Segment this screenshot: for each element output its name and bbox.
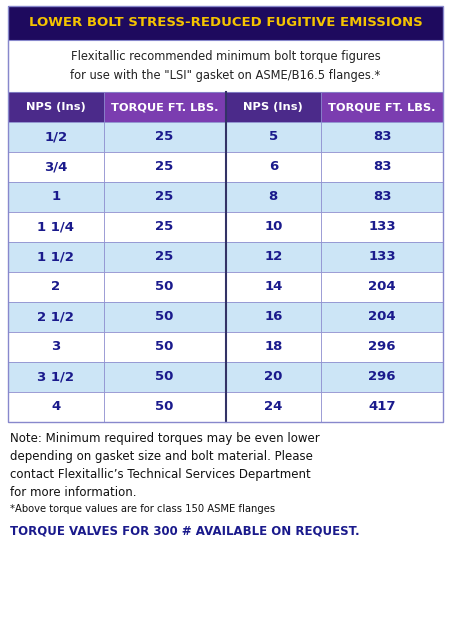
Text: TORQUE FT. LBS.: TORQUE FT. LBS. <box>111 102 218 112</box>
Bar <box>8 6 443 40</box>
Text: 4: 4 <box>51 401 60 413</box>
Text: 296: 296 <box>368 371 396 384</box>
Text: 50: 50 <box>156 310 174 323</box>
Text: 83: 83 <box>373 161 391 173</box>
Text: 50: 50 <box>156 371 174 384</box>
Bar <box>104 242 226 272</box>
Bar <box>104 92 226 122</box>
Bar <box>8 152 104 182</box>
Bar <box>321 182 443 212</box>
Bar <box>104 182 226 212</box>
Text: 133: 133 <box>368 251 396 264</box>
Text: 18: 18 <box>264 340 282 354</box>
Bar <box>226 212 321 242</box>
Text: 24: 24 <box>264 401 282 413</box>
Text: 83: 83 <box>373 131 391 144</box>
Text: 3 1/2: 3 1/2 <box>37 371 74 384</box>
Bar <box>226 362 321 392</box>
Text: 8: 8 <box>269 190 278 203</box>
Text: 3: 3 <box>51 340 60 354</box>
Text: NPS (Ins): NPS (Ins) <box>244 102 303 112</box>
Bar <box>321 362 443 392</box>
Text: *Above torque values are for class 150 ASME flanges: *Above torque values are for class 150 A… <box>10 504 275 514</box>
Text: 1/2: 1/2 <box>44 131 67 144</box>
Text: 133: 133 <box>368 220 396 234</box>
Bar <box>321 332 443 362</box>
Bar <box>321 392 443 422</box>
Text: 204: 204 <box>368 281 396 293</box>
Text: 14: 14 <box>264 281 282 293</box>
Bar <box>104 152 226 182</box>
Bar <box>226 302 321 332</box>
Text: 3/4: 3/4 <box>44 161 68 173</box>
Text: 417: 417 <box>368 401 396 413</box>
Text: 5: 5 <box>269 131 278 144</box>
Text: 1 1/2: 1 1/2 <box>37 251 74 264</box>
Text: 6: 6 <box>269 161 278 173</box>
Bar <box>226 272 321 302</box>
Text: 25: 25 <box>156 251 174 264</box>
Bar <box>8 182 104 212</box>
Text: 20: 20 <box>264 371 282 384</box>
Bar <box>8 92 104 122</box>
Text: 296: 296 <box>368 340 396 354</box>
Text: 204: 204 <box>368 310 396 323</box>
Bar <box>8 212 104 242</box>
Bar <box>8 122 104 152</box>
Text: 50: 50 <box>156 281 174 293</box>
Text: 2: 2 <box>51 281 60 293</box>
Bar <box>321 272 443 302</box>
Bar <box>226 392 321 422</box>
Text: 25: 25 <box>156 220 174 234</box>
Text: 25: 25 <box>156 190 174 203</box>
Bar <box>226 182 321 212</box>
Text: 25: 25 <box>156 161 174 173</box>
Bar <box>104 362 226 392</box>
Bar <box>104 302 226 332</box>
Bar <box>321 152 443 182</box>
Bar <box>226 332 321 362</box>
Bar <box>8 332 104 362</box>
Bar <box>8 392 104 422</box>
Text: 50: 50 <box>156 401 174 413</box>
Text: LOWER BOLT STRESS-REDUCED FUGITIVE EMISSIONS: LOWER BOLT STRESS-REDUCED FUGITIVE EMISS… <box>28 16 423 30</box>
Bar <box>8 6 443 422</box>
Text: 1 1/4: 1 1/4 <box>37 220 74 234</box>
Bar <box>8 362 104 392</box>
Text: 10: 10 <box>264 220 282 234</box>
Bar <box>104 122 226 152</box>
Bar <box>226 122 321 152</box>
Bar <box>104 272 226 302</box>
Bar <box>8 302 104 332</box>
Bar <box>321 242 443 272</box>
Text: Flexitallic recommended minimum bolt torque figures
for use with the "LSI" gaske: Flexitallic recommended minimum bolt tor… <box>70 50 381 82</box>
Text: 16: 16 <box>264 310 282 323</box>
Bar <box>8 272 104 302</box>
Text: 12: 12 <box>264 251 282 264</box>
Text: 83: 83 <box>373 190 391 203</box>
Text: TORQUE FT. LBS.: TORQUE FT. LBS. <box>328 102 436 112</box>
Bar <box>226 152 321 182</box>
Bar <box>104 392 226 422</box>
Bar <box>226 92 321 122</box>
Text: 50: 50 <box>156 340 174 354</box>
Bar <box>8 242 104 272</box>
Bar <box>321 212 443 242</box>
Text: NPS (Ins): NPS (Ins) <box>26 102 86 112</box>
Bar <box>321 302 443 332</box>
Bar <box>8 40 443 92</box>
Bar <box>226 242 321 272</box>
Bar <box>321 122 443 152</box>
Bar <box>104 332 226 362</box>
Text: Note: Minimum required torques may be even lower
depending on gasket size and bo: Note: Minimum required torques may be ev… <box>10 432 320 499</box>
Text: 2 1/2: 2 1/2 <box>37 310 74 323</box>
Text: 25: 25 <box>156 131 174 144</box>
Text: TORQUE VALVES FOR 300 # AVAILABLE ON REQUEST.: TORQUE VALVES FOR 300 # AVAILABLE ON REQ… <box>10 524 359 537</box>
Bar <box>104 212 226 242</box>
Text: 1: 1 <box>51 190 60 203</box>
Bar <box>321 92 443 122</box>
